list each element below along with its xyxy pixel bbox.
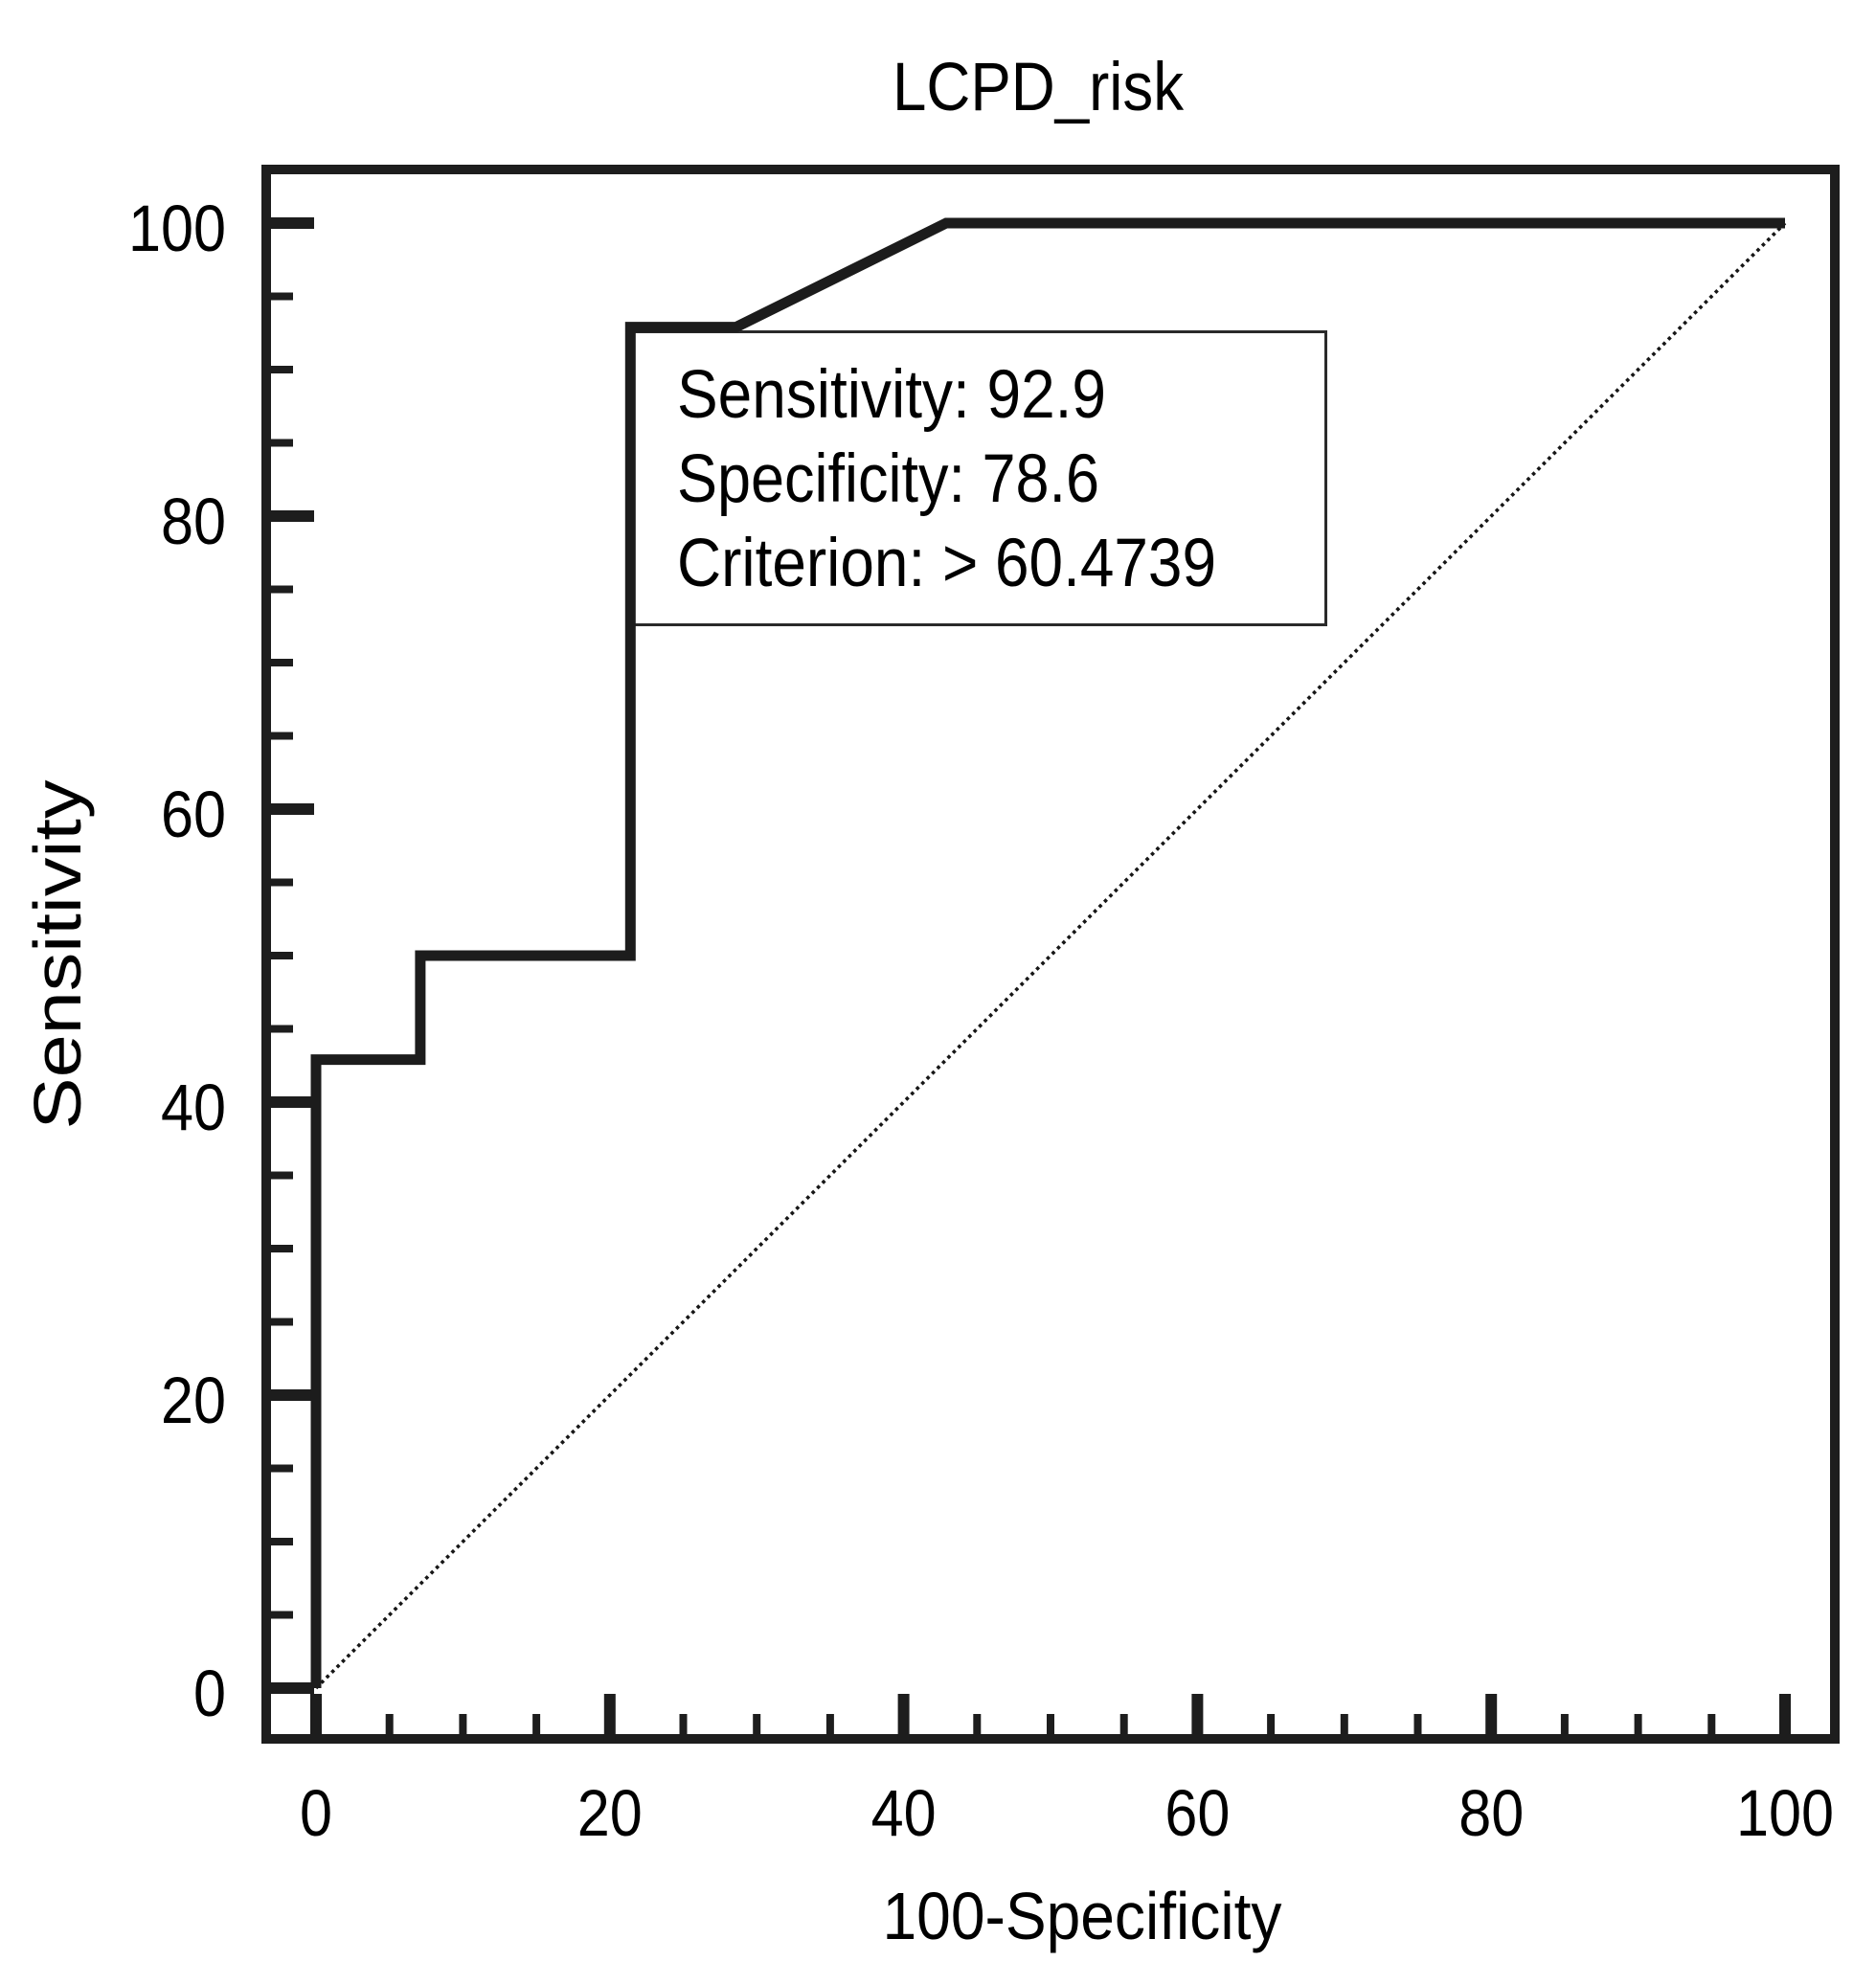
svg-text:20: 20 — [577, 1776, 643, 1850]
svg-text:60: 60 — [1164, 1776, 1230, 1850]
svg-text:0: 0 — [193, 1657, 226, 1730]
svg-text:80: 80 — [161, 485, 226, 558]
svg-text:Sensitivity: 92.9: Sensitivity: 92.9 — [677, 357, 1106, 433]
svg-text:40: 40 — [871, 1776, 937, 1850]
svg-text:Criterion: > 60.4739: Criterion: > 60.4739 — [677, 526, 1216, 601]
svg-text:100: 100 — [1736, 1776, 1834, 1850]
svg-text:60: 60 — [161, 778, 226, 851]
svg-text:20: 20 — [161, 1364, 226, 1437]
svg-text:Specificity: 78.6: Specificity: 78.6 — [677, 441, 1099, 517]
svg-text:40: 40 — [161, 1071, 226, 1144]
svg-text:LCPD_risk: LCPD_risk — [893, 50, 1184, 125]
svg-text:0: 0 — [300, 1776, 332, 1850]
svg-text:80: 80 — [1458, 1776, 1524, 1850]
svg-text:100-Specificity: 100-Specificity — [883, 1879, 1282, 1953]
svg-text:Sensitivity: Sensitivity — [20, 780, 95, 1130]
svg-text:100: 100 — [128, 192, 226, 265]
